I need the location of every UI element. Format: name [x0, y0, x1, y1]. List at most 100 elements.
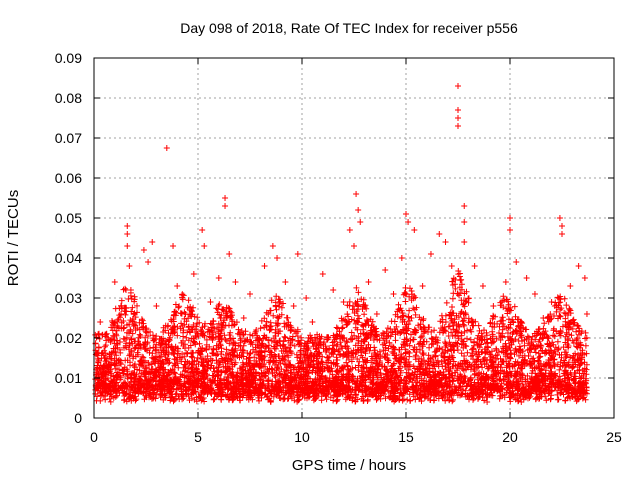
data-point	[353, 191, 360, 197]
data-point	[170, 243, 177, 249]
data-point	[163, 145, 170, 151]
data-point	[581, 275, 588, 281]
data-point	[567, 283, 574, 289]
y-tick-label: 0.02	[55, 330, 82, 346]
data-point	[269, 243, 276, 249]
data-point	[436, 231, 443, 237]
data-point	[303, 295, 310, 301]
data-point	[479, 283, 486, 289]
data-point	[111, 279, 118, 285]
data-point	[153, 303, 160, 309]
data-point	[355, 207, 362, 213]
data-point	[523, 275, 530, 281]
data-point	[461, 239, 468, 245]
data-point	[351, 243, 357, 249]
data-point	[174, 283, 181, 289]
data-point	[207, 299, 214, 305]
data-point	[232, 279, 239, 285]
x-axis-label: GPS time / hours	[292, 457, 406, 474]
data-point	[124, 243, 131, 249]
data-point	[140, 247, 147, 253]
x-tick-label: 15	[398, 429, 414, 445]
y-tick-label: 0.01	[55, 370, 82, 386]
x-tick-label: 10	[294, 429, 310, 445]
data-point	[405, 219, 412, 225]
data-point	[330, 287, 337, 293]
data-point	[419, 283, 426, 289]
data-point	[531, 291, 538, 297]
y-tick-label: 0.06	[55, 170, 82, 186]
data-point	[484, 399, 491, 405]
data-point	[556, 215, 563, 221]
data-point	[240, 315, 247, 321]
y-tick-label: 0.05	[55, 210, 82, 226]
data-point	[455, 115, 461, 121]
data-point	[403, 211, 409, 217]
data-point	[442, 239, 449, 245]
x-tick-label: 5	[194, 429, 202, 445]
data-point	[199, 227, 206, 233]
y-axis-ticks: 0 0.01 0.02 0.03 0.04 0.05 0.06 0.07 0.08 0.09	[55, 50, 614, 426]
data-point	[455, 83, 461, 89]
data-point	[309, 319, 316, 325]
data-point	[201, 243, 208, 249]
data-point	[274, 255, 281, 261]
data-point	[398, 255, 405, 261]
y-tick-label: 0.07	[55, 130, 82, 146]
data-point	[365, 279, 372, 285]
data-point	[357, 219, 364, 225]
data-point	[124, 223, 131, 229]
x-tick-label: 25	[606, 429, 622, 445]
plot-frame	[93, 57, 615, 419]
data-point	[145, 259, 152, 265]
data-point	[222, 195, 229, 201]
data-point	[373, 311, 380, 317]
data-point	[222, 203, 229, 209]
data-point	[346, 227, 353, 233]
grid-lines	[94, 58, 614, 418]
y-axis-label: ROTI / TECUs	[5, 190, 22, 286]
data-point	[461, 219, 468, 225]
data-point-cloud	[92, 268, 590, 405]
x-tick-label: 0	[90, 429, 98, 445]
chart-title: Day 098 of 2018, Rate Of TEC Index for r…	[180, 20, 518, 36]
data-point	[455, 107, 461, 113]
data-point	[490, 303, 497, 309]
data-point	[319, 271, 326, 277]
y-tick-label: 0.03	[55, 290, 82, 306]
data-point	[471, 263, 478, 269]
y-tick-label: 0.09	[55, 50, 82, 66]
data-point	[282, 279, 289, 285]
data-point	[448, 263, 455, 269]
y-tick-label: 0	[74, 410, 82, 426]
data-point	[226, 251, 233, 257]
y-tick-label: 0.04	[55, 250, 82, 266]
data-point	[513, 259, 520, 265]
data-points	[92, 83, 590, 405]
data-point	[507, 215, 513, 221]
data-point	[247, 291, 253, 297]
data-point	[575, 263, 582, 269]
data-point	[411, 227, 418, 233]
data-point	[294, 251, 301, 257]
data-point	[559, 231, 565, 237]
data-point	[190, 271, 197, 277]
data-point	[502, 279, 509, 285]
y-tick-label: 0.08	[55, 90, 82, 106]
data-point	[149, 239, 156, 245]
data-point	[427, 251, 434, 257]
data-point	[507, 227, 513, 233]
data-point	[559, 223, 565, 229]
data-point	[215, 275, 222, 281]
data-point	[124, 231, 131, 237]
data-point	[126, 263, 133, 269]
x-axis-ticks: 0 5 10 15 20 25	[90, 58, 622, 445]
data-point	[340, 299, 347, 305]
data-point	[390, 291, 397, 297]
x-tick-label: 20	[502, 429, 518, 445]
data-point	[455, 123, 461, 129]
data-point	[382, 267, 389, 273]
data-point	[461, 203, 468, 209]
data-point	[261, 263, 268, 269]
